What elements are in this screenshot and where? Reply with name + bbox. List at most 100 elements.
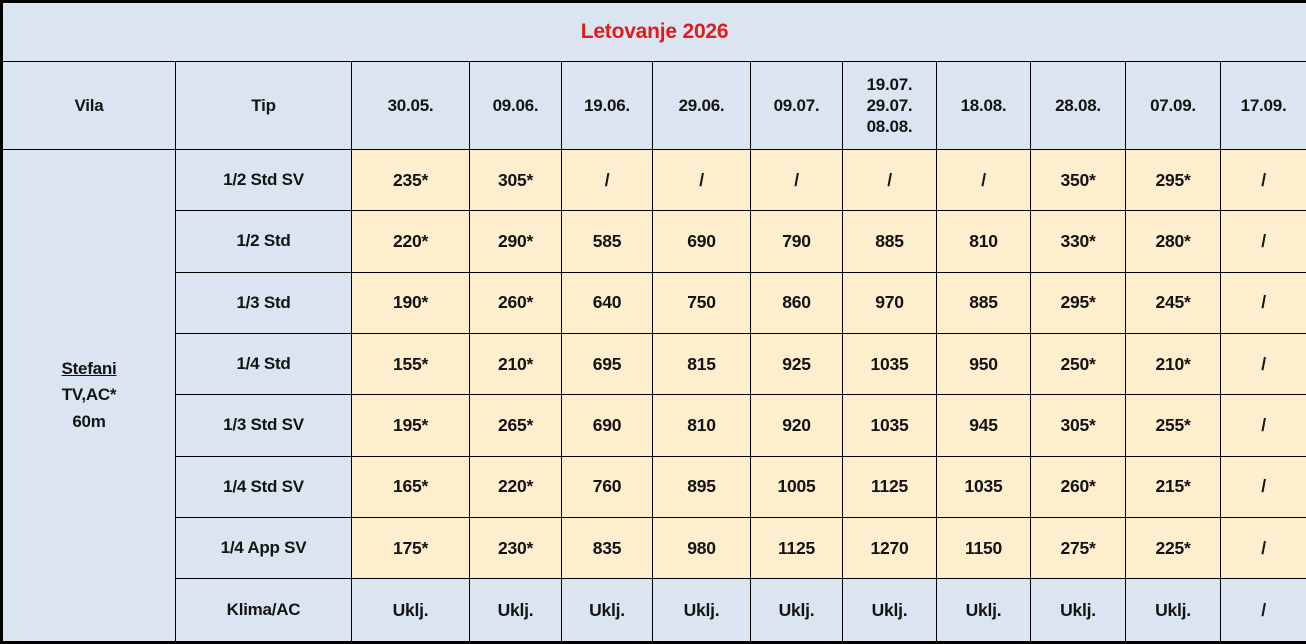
room-type-cell: 1/3 Std SV [175,394,352,457]
included-cell: Uklj. [842,578,937,643]
column-header-1: Tip [175,61,352,150]
price-cell: 1270 [842,516,937,580]
price-cell: 945 [936,394,1031,457]
included-cell: Uklj. [469,578,562,643]
table-row: 1/3 Std SV 195* 265* 690 810 920 1035 945 305* 25… [2,394,1306,457]
price-cell: 790 [750,210,843,273]
price-cell: 305* [469,148,562,212]
price-cell: 815 [652,332,751,396]
price-cell: 885 [842,210,937,273]
price-cell: 220* [469,455,562,518]
price-cell: 810 [936,210,1031,273]
vila-name: Stefani [61,358,117,378]
price-cell: 250* [1030,332,1126,396]
price-cell: / [561,148,653,212]
price-cell: 950 [936,332,1031,396]
room-type-cell: 1/4 Std [175,332,352,396]
price-cell: 760 [561,455,653,518]
price-cell: 1125 [842,455,937,518]
price-cell: / [750,148,843,212]
included-cell: / [1219,578,1306,643]
column-header-4: 19.06. [561,61,653,150]
price-cell: 265* [469,394,562,457]
table-row: Stefani TV,AC* 60m 1/2 Std SV 235* 305* / / / //3… [1,148,1306,643]
price-cell: 210* [1125,332,1221,396]
vila-cell: Stefani TV,AC* 60m [1,149,176,643]
page-title: Letovanje 2026 [0,1,1306,62]
price-cell: 1005 [750,455,843,518]
price-cell: / [652,148,751,212]
room-type-cell: 1/2 Std [175,210,352,273]
price-cell: 640 [561,271,653,334]
price-cell: / [1219,271,1306,334]
column-header-10: 07.09. [1125,61,1221,150]
price-cell: 350* [1030,148,1126,212]
column-header-7: 19.07. 29.07. 08.08. [842,61,937,150]
vila-distance: 60m [72,411,106,431]
price-cell: 1125 [750,516,843,580]
price-cell: / [1219,210,1306,273]
price-cell: 330* [1030,210,1126,273]
room-type-cell: Klima/AC [175,578,352,643]
included-cell: Uklj. [936,578,1031,643]
table-row: 1/3 Std 190* 260* 640 750 860 970 885 295* 245* / [2,271,1306,334]
price-cell: 215* [1125,455,1221,518]
column-header-6: 09.07. [750,61,843,150]
price-cell: 1150 [936,516,1031,580]
included-cell: Uklj. [652,578,751,643]
price-cell: 245* [1125,271,1221,334]
included-cell: Uklj. [561,578,653,643]
title-row: Letovanje 2026 [0,1,1306,62]
price-cell: 895 [652,455,751,518]
column-header-3: 09.06. [469,61,562,150]
price-cell: 260* [469,271,562,334]
price-cell: 810 [652,394,751,457]
table-row: 1/4 Std SV 165* 220* 760 895 1005 1125 1035 260*… [2,455,1306,518]
price-cell: 690 [561,394,653,457]
price-cell: 225* [1125,516,1221,580]
price-cell: 220* [351,210,470,273]
column-header-2: 30.05. [351,61,470,150]
column-header-11: 17.09. [1219,61,1306,150]
vila-amenities: TV,AC* [61,385,117,405]
column-header-5: 29.06. [652,61,751,150]
column-header-0: Vila [1,61,176,150]
price-cell: 925 [750,332,843,396]
price-cell: 295* [1125,148,1221,212]
included-cell: Uklj. [351,578,470,643]
price-cell: 305* [1030,394,1126,457]
table-row: 1/4 Std 155* 210* 695 815 925 1035 950 250* 210* / [2,332,1306,396]
column-header-row: Vila Tip 30.05. 09.06. 19.06. 29.06. 09.07. 19.… [1,61,1306,150]
included-cell: Uklj. [1030,578,1126,643]
included-cell: Uklj. [750,578,843,643]
included-cell: Uklj. [1125,578,1221,643]
room-type-cell: 1/2 Std SV [175,148,352,212]
price-cell: / [1219,516,1306,580]
price-cell: 275* [1030,516,1126,580]
price-cell: / [1219,332,1306,396]
price-cell: 290* [469,210,562,273]
price-cell: 690 [652,210,751,273]
price-cell: 175* [351,516,470,580]
price-cell: 165* [351,455,470,518]
price-cell: 255* [1125,394,1221,457]
price-cell: 970 [842,271,937,334]
price-cell: 750 [652,271,751,334]
price-cell: 885 [936,271,1031,334]
table-row: Klima/AC Uklj. Uklj. Uklj. Uklj. Uklj. Uklj. Uk… [2,578,1306,643]
price-cell: 860 [750,271,843,334]
price-cell: 835 [561,516,653,580]
price-cell: 195* [351,394,470,457]
price-cell: 1035 [842,332,937,396]
price-cell: / [936,148,1031,212]
column-header-9: 28.08. [1030,61,1126,150]
table-row: 1/2 Std 220* 290* 585 690 790 885 810 330* 280* / [2,210,1306,273]
price-cell: 1035 [936,455,1031,518]
price-cell: 295* [1030,271,1126,334]
price-cell: / [842,148,937,212]
price-cell: 280* [1125,210,1221,273]
price-cell: 695 [561,332,653,396]
price-cell: 585 [561,210,653,273]
price-cell: 210* [469,332,562,396]
